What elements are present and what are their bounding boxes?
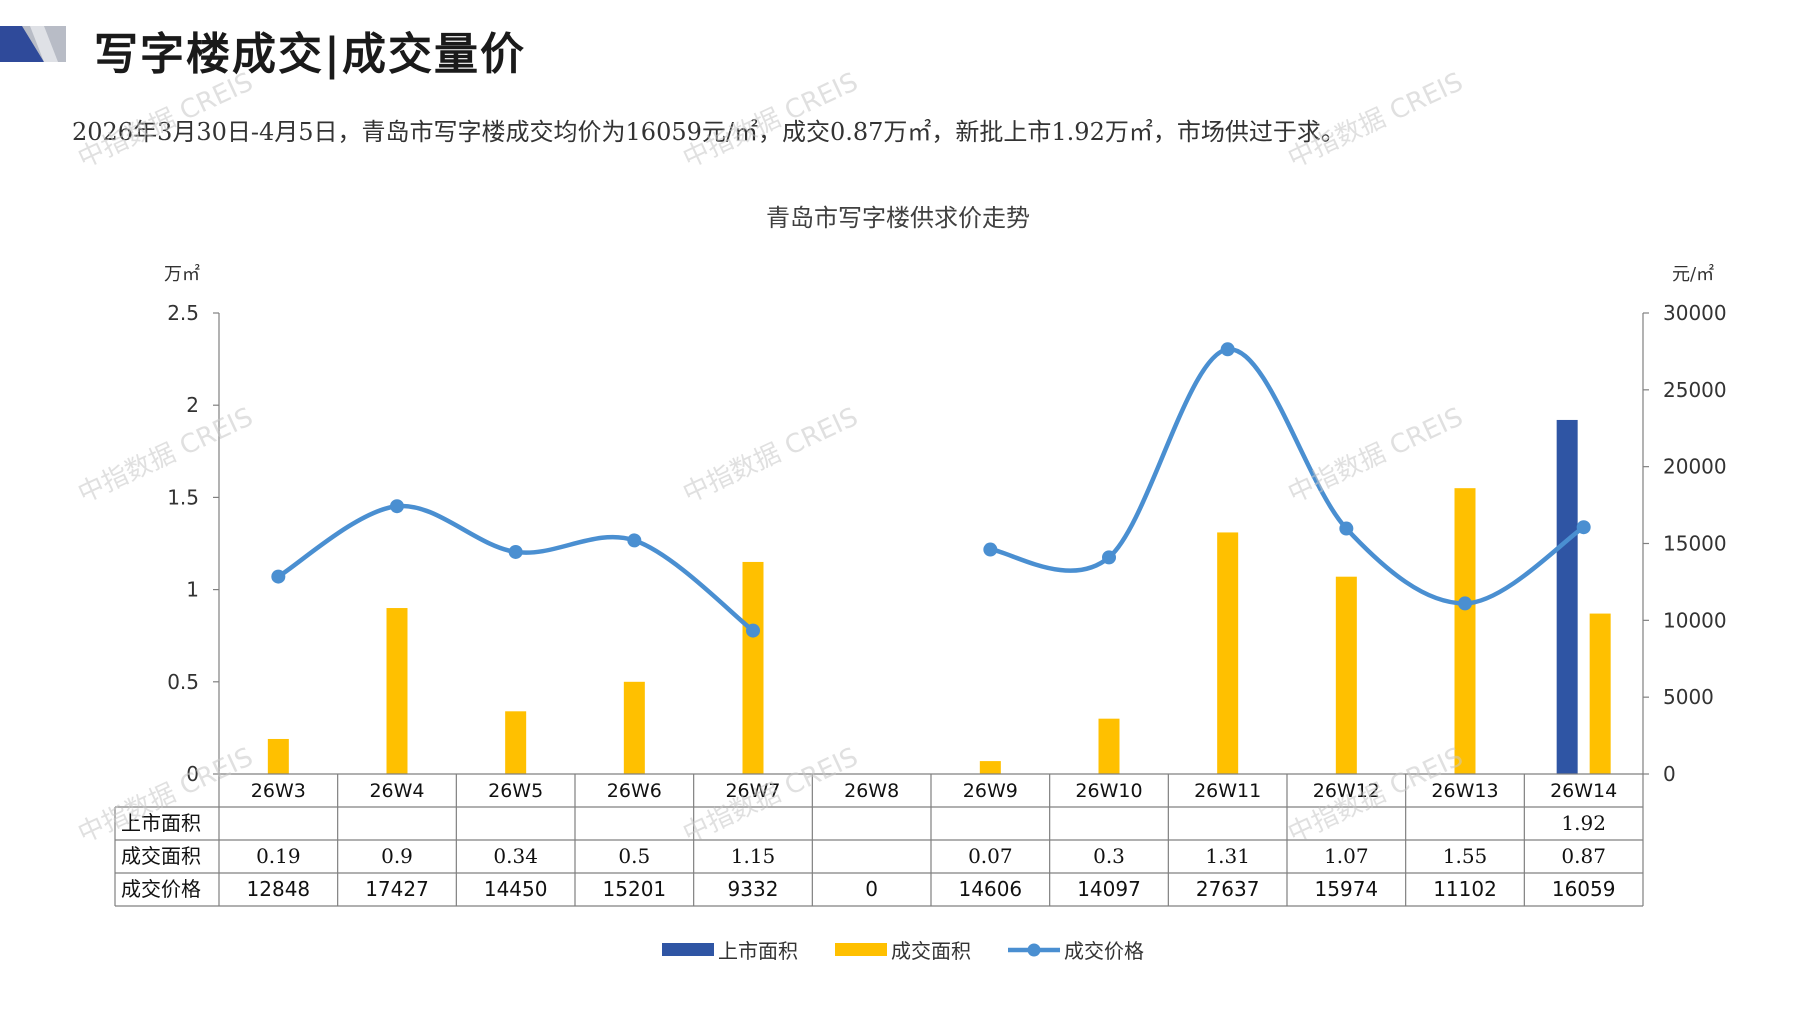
- supply-bar: [1556, 419, 1578, 774]
- legend-price-label: 成交价格: [1064, 939, 1144, 963]
- x-category-label: 26W12: [1313, 780, 1380, 802]
- table-value: 0.9: [381, 844, 413, 868]
- right-tick-label: 15000: [1663, 532, 1727, 556]
- table-value: 15201: [603, 877, 667, 901]
- price-point: [271, 569, 286, 584]
- deal-area-bar: [1454, 488, 1476, 774]
- x-category-label: 26W8: [844, 780, 899, 802]
- price-line: [276, 503, 756, 633]
- right-tick-label: 25000: [1663, 378, 1727, 402]
- x-category-label: 26W13: [1431, 780, 1498, 802]
- right-tick-label: 20000: [1663, 455, 1727, 479]
- right-tick-label: 10000: [1663, 608, 1727, 632]
- legend-supply-label: 上市面积: [718, 939, 798, 963]
- table-value: 0: [865, 877, 878, 901]
- left-tick-label: 2: [186, 393, 199, 417]
- deal-area-bar: [979, 761, 1001, 774]
- x-category-label: 26W7: [725, 780, 780, 802]
- left-axis-unit: 万㎡: [164, 263, 200, 285]
- price-point: [1576, 520, 1591, 535]
- deal-area-bar: [267, 738, 289, 774]
- table-value: 1.07: [1324, 844, 1369, 868]
- deal-area-bar: [1098, 718, 1120, 774]
- table-value: 14450: [484, 877, 548, 901]
- table-value: 14606: [959, 877, 1023, 901]
- table-value: 9332: [728, 877, 779, 901]
- table-value: 14097: [1077, 877, 1141, 901]
- table-value: 27637: [1196, 877, 1260, 901]
- table-value: 0.19: [256, 844, 301, 868]
- deal-area-bar: [623, 681, 645, 774]
- left-tick-label: 1.5: [167, 485, 199, 509]
- left-tick-label: 1: [186, 578, 199, 602]
- x-category-label: 26W4: [369, 780, 424, 802]
- price-line: [988, 347, 1586, 606]
- price-point: [1458, 596, 1472, 611]
- table-value: 0.87: [1561, 844, 1606, 868]
- price-point: [1339, 521, 1354, 536]
- table-value: 0.07: [968, 844, 1013, 868]
- legend-deal-swatch: [835, 943, 887, 956]
- price-point: [983, 542, 998, 557]
- table-value: 0.5: [618, 844, 650, 868]
- x-category-label: 26W10: [1075, 780, 1142, 802]
- table-series-name: 上市面积: [121, 811, 201, 835]
- right-tick-label: 0: [1663, 762, 1676, 786]
- table-value: 11102: [1433, 877, 1497, 901]
- x-category-label: 26W6: [607, 780, 662, 802]
- x-category-label: 26W5: [488, 780, 543, 802]
- x-category-label: 26W3: [251, 780, 306, 802]
- x-category-label: 26W14: [1550, 780, 1617, 802]
- deal-area-bar: [386, 608, 408, 774]
- price-point: [627, 533, 642, 548]
- table-value: 1.55: [1443, 844, 1488, 868]
- right-tick-label: 5000: [1663, 685, 1714, 709]
- x-category-label: 26W9: [963, 780, 1018, 802]
- table-value: 0.3: [1093, 844, 1125, 868]
- table-series-name: 成交面积: [121, 844, 201, 868]
- table-value: 1.31: [1205, 844, 1250, 868]
- table-value: 16059: [1552, 877, 1616, 901]
- deal-area-bar: [742, 561, 764, 774]
- table-value: 17427: [365, 877, 429, 901]
- deal-area-bar: [1335, 576, 1357, 774]
- table-value: 0.34: [493, 844, 538, 868]
- x-category-label: 26W11: [1194, 780, 1261, 802]
- left-tick-label: 0: [186, 762, 199, 786]
- table-value: 12848: [247, 877, 311, 901]
- chart-title: 青岛市写字楼供求价走势: [766, 204, 1030, 232]
- page-title: 写字楼成交|成交量价: [94, 29, 527, 80]
- deal-area-bar: [1217, 532, 1239, 774]
- table-value: 1.92: [1561, 811, 1606, 835]
- left-tick-label: 2.5: [167, 301, 199, 325]
- header-logo: [0, 26, 66, 62]
- table-series-name: 成交价格: [121, 877, 201, 901]
- summary-text: 2026年3月30日-4月5日，青岛市写字楼成交均价为16059元/㎡，成交0.…: [72, 118, 1345, 146]
- price-point: [1102, 550, 1116, 565]
- price-point: [1220, 342, 1235, 357]
- table-value: 15974: [1315, 877, 1379, 901]
- price-point: [390, 499, 404, 514]
- right-axis-unit: 元/㎡: [1672, 263, 1714, 285]
- left-tick-label: 0.5: [167, 670, 199, 694]
- price-point: [746, 623, 760, 638]
- deal-area-bar: [1589, 613, 1611, 774]
- legend-price-marker: [1027, 943, 1041, 957]
- legend-deal-label: 成交面积: [891, 939, 971, 963]
- price-point: [508, 544, 523, 559]
- deal-area-bar: [505, 711, 527, 774]
- legend-supply-swatch: [662, 943, 714, 956]
- right-tick-label: 30000: [1663, 301, 1727, 325]
- table-value: 1.15: [731, 844, 776, 868]
